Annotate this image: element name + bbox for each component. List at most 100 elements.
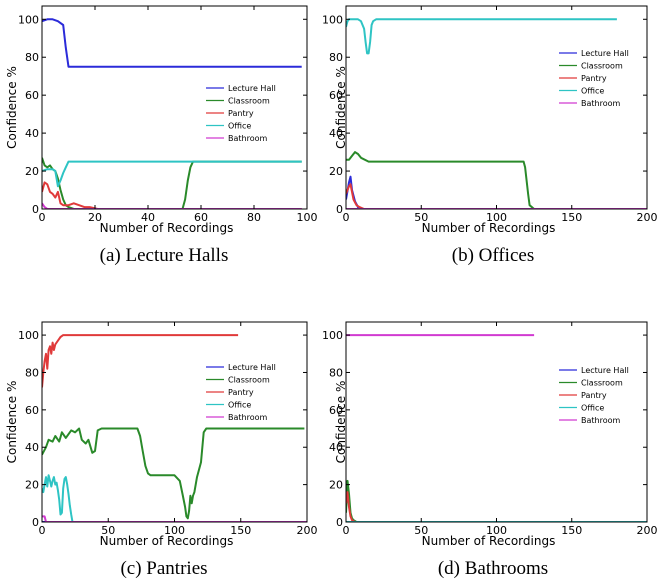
series-line-pantry <box>42 181 302 209</box>
series-group <box>42 18 302 209</box>
x-tick-label: 50 <box>414 211 428 224</box>
series-line-classroom <box>346 479 647 522</box>
x-axis-label: Number of Recordings <box>422 221 556 235</box>
y-axis-label: Confidence % <box>334 66 348 149</box>
y-axis-label: Confidence % <box>5 381 19 464</box>
x-tick-label: 100 <box>164 524 185 537</box>
legend-label-pantry: Pantry <box>581 74 607 83</box>
x-axis-label: Number of Recordings <box>100 534 234 548</box>
legend-label-classroom: Classroom <box>581 62 623 71</box>
chart-panel-offices: 0 50 100 150 200 0 20 40 60 80 100 Number of Record… <box>322 0 657 294</box>
legend-label-office: Office <box>228 401 251 410</box>
legend-label-bathroom: Bathroom <box>228 413 268 422</box>
x-tick-label: 0 <box>39 524 46 537</box>
x-tick-label: 100 <box>486 524 507 537</box>
x-axis-label: Number of Recordings <box>422 534 556 548</box>
y-tick-label: 60 <box>329 404 343 417</box>
legend-label-lecture-hall: Lecture Hall <box>581 49 629 58</box>
y-tick-label: 0 <box>32 203 39 216</box>
y-tick-label: 20 <box>25 479 39 492</box>
series-line-lecture-hall <box>42 18 302 68</box>
chart-panel-lecture-halls: 0 20 40 60 80 100 0 20 40 60 80 100 Number of Record… <box>0 0 328 294</box>
caption-pantries: (c) Pantries <box>120 558 208 579</box>
y-tick-label: 20 <box>329 479 343 492</box>
series-line-bathroom <box>42 515 307 522</box>
series-group <box>42 334 307 522</box>
y-axis-label: Confidence % <box>334 381 348 464</box>
legend-label-lecture-hall: Lecture Hall <box>228 363 276 372</box>
legend-label-classroom: Classroom <box>581 379 623 388</box>
x-tick-label: 200 <box>637 524 657 537</box>
y-tick-label: 100 <box>18 329 39 342</box>
y-tick-label: 40 <box>25 441 39 454</box>
legend-label-lecture-hall: Lecture Hall <box>228 84 276 93</box>
y-tick-label: 80 <box>25 51 39 64</box>
chart-lecture-halls: 0 20 40 60 80 100 0 20 40 60 80 100 Number of Record… <box>5 5 318 235</box>
x-tick-label: 0 <box>39 211 46 224</box>
y-tick-label: 0 <box>32 516 39 529</box>
y-tick-label: 100 <box>322 329 343 342</box>
x-tick-label: 0 <box>343 211 350 224</box>
x-tick-label: 60 <box>194 211 208 224</box>
chart-panel-pantries: 0 50 100 150 200 0 20 40 60 80 100 Number of Record… <box>0 294 328 588</box>
legend: Lecture Hall Classroom Pantry Office Bathroo… <box>206 363 276 422</box>
x-tick-label: 100 <box>486 211 507 224</box>
x-tick-label: 80 <box>247 211 261 224</box>
series-group <box>346 18 647 209</box>
legend-label-classroom: Classroom <box>228 97 270 106</box>
legend-label-pantry: Pantry <box>581 391 607 400</box>
x-tick-label: 100 <box>297 211 318 224</box>
legend-label-office: Office <box>581 87 604 96</box>
legend: Lecture Hall Classroom Pantry Office Bathroo… <box>559 49 629 108</box>
legend-label-office: Office <box>581 404 604 413</box>
series-line-office <box>346 18 617 55</box>
series-line-pantry <box>346 491 647 522</box>
y-tick-label: 60 <box>329 89 343 102</box>
x-tick-label: 200 <box>637 211 657 224</box>
series-line-lecture-hall <box>346 175 647 209</box>
x-axis-label: Number of Recordings <box>100 221 234 235</box>
caption-offices: (b) Offices <box>451 245 535 266</box>
legend-label-pantry: Pantry <box>228 109 254 118</box>
y-tick-label: 0 <box>336 516 343 529</box>
y-tick-label: 20 <box>329 165 343 178</box>
y-tick-label: 60 <box>25 404 39 417</box>
series-line-classroom <box>346 151 647 209</box>
legend-label-classroom: Classroom <box>228 376 270 385</box>
y-tick-label: 40 <box>25 127 39 140</box>
series-line-office <box>42 474 274 522</box>
y-tick-label: 100 <box>322 13 343 26</box>
y-tick-label: 80 <box>329 51 343 64</box>
legend-label-bathroom: Bathroom <box>581 416 621 425</box>
y-tick-label: 0 <box>336 203 343 216</box>
caption-lecture-halls: (a) Lecture Halls <box>99 245 229 266</box>
x-tick-label: 50 <box>414 524 428 537</box>
y-tick-label: 100 <box>18 13 39 26</box>
y-axis-label: Confidence % <box>5 66 19 149</box>
x-tick-label: 150 <box>561 211 582 224</box>
plot-frame <box>41 5 308 210</box>
y-tick-label: 80 <box>25 366 39 379</box>
y-tick-label: 60 <box>25 89 39 102</box>
series-line-office <box>42 160 302 188</box>
legend: Lecture Hall Classroom Pantry Office Bathroo… <box>206 84 276 143</box>
chart-panel-bathrooms: 0 50 100 150 200 0 20 40 60 80 100 Number of Record… <box>322 294 657 588</box>
legend-label-lecture-hall: Lecture Hall <box>581 366 629 375</box>
legend: Lecture Hall Classroom Pantry Office Bathroo… <box>559 366 629 425</box>
x-tick-label: 40 <box>141 211 155 224</box>
series-line-pantry <box>42 334 239 388</box>
series-line-pantry <box>346 183 647 209</box>
series-line-classroom <box>42 427 305 520</box>
x-tick-label: 150 <box>561 524 582 537</box>
x-tick-label: 0 <box>343 524 350 537</box>
series-line-bathroom <box>42 202 302 209</box>
y-tick-label: 20 <box>25 165 39 178</box>
x-tick-label: 150 <box>230 524 251 537</box>
plot-frame <box>41 321 308 523</box>
legend-label-office: Office <box>228 122 251 131</box>
series-line-classroom <box>42 157 302 209</box>
legend-label-pantry: Pantry <box>228 388 254 397</box>
series-group <box>346 334 647 522</box>
